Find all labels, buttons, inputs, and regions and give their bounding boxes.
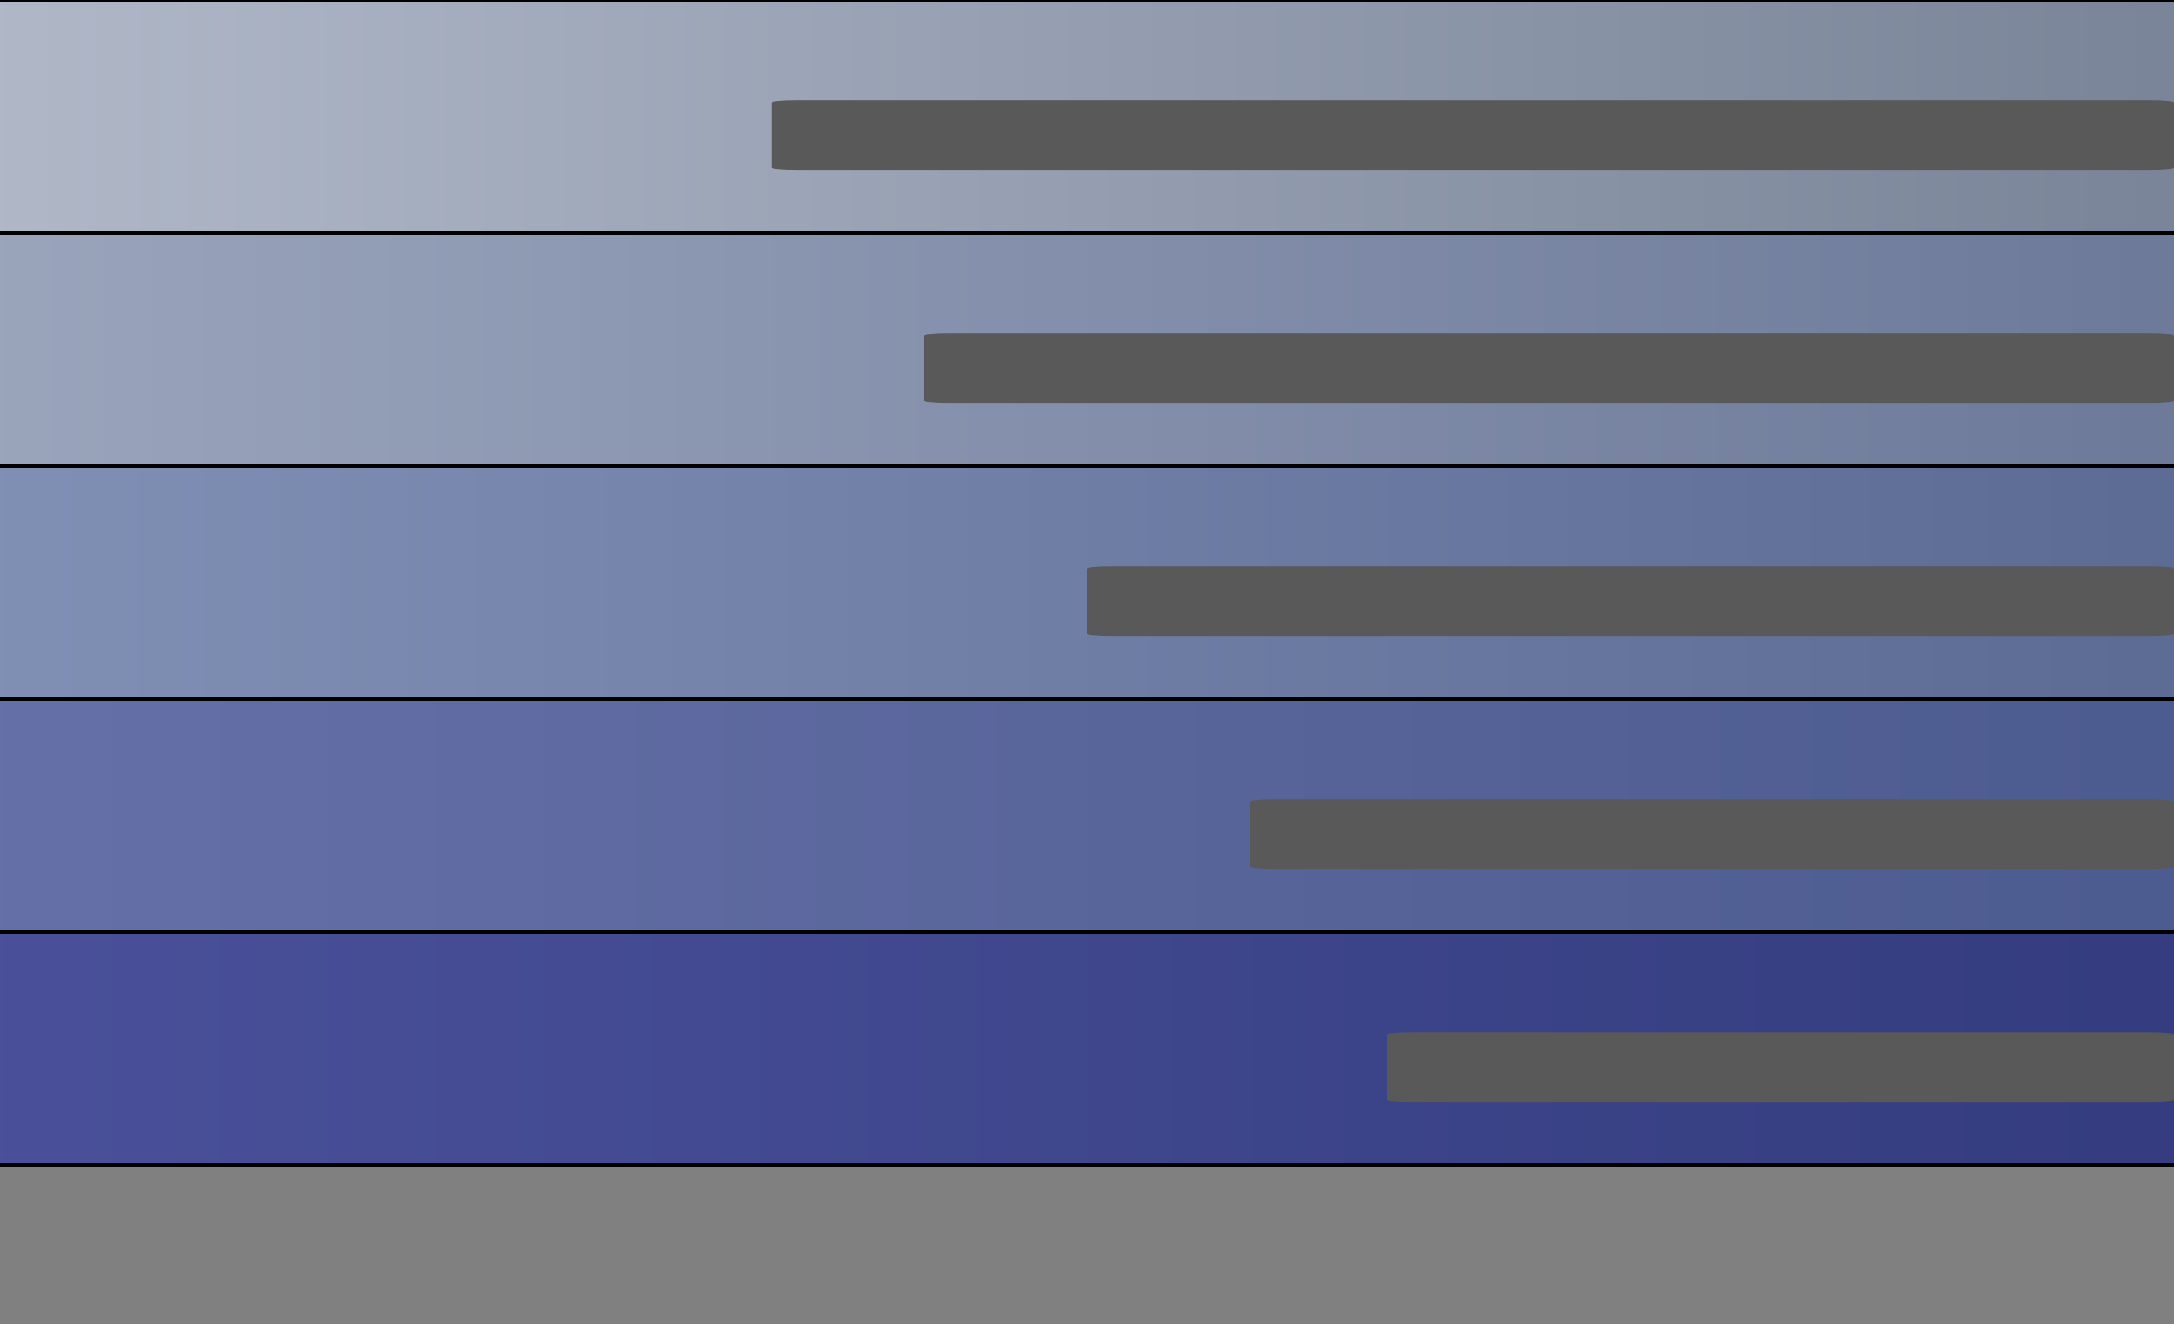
FancyBboxPatch shape <box>1087 567 2174 636</box>
FancyBboxPatch shape <box>772 101 2174 169</box>
FancyBboxPatch shape <box>924 334 2174 402</box>
FancyBboxPatch shape <box>1250 800 2174 869</box>
FancyBboxPatch shape <box>1387 1033 2174 1102</box>
